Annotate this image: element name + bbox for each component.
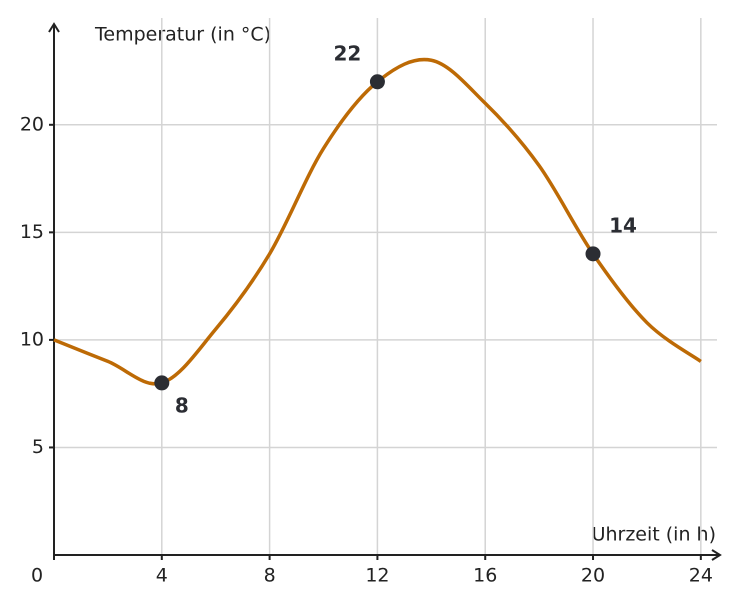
- x-tick-label: 8: [264, 565, 276, 587]
- highlight-point: [154, 375, 170, 391]
- data-label: 14: [609, 213, 637, 237]
- x-tick-label: 12: [365, 565, 389, 587]
- highlight-point: [585, 246, 601, 262]
- y-axis: [48, 22, 60, 555]
- y-tick-label: 15: [20, 221, 44, 243]
- data-label: 22: [333, 41, 361, 65]
- y-tick-label: 20: [20, 113, 44, 135]
- x-axis-label: Uhrzeit (in h): [592, 524, 716, 546]
- data-label: 8: [175, 393, 189, 417]
- x-tick-label: 4: [156, 565, 168, 587]
- y-tick-label: 10: [20, 328, 44, 350]
- x-tick-label: 0: [31, 565, 43, 587]
- y-axis-label: Temperatur (in °C): [94, 24, 271, 46]
- highlight-point: [369, 74, 385, 90]
- x-tick-label: 24: [689, 565, 713, 587]
- y-tick-label: 5: [32, 436, 44, 458]
- x-tick-label: 20: [581, 565, 605, 587]
- x-axis: [54, 549, 722, 561]
- x-tick-label: 16: [473, 565, 497, 587]
